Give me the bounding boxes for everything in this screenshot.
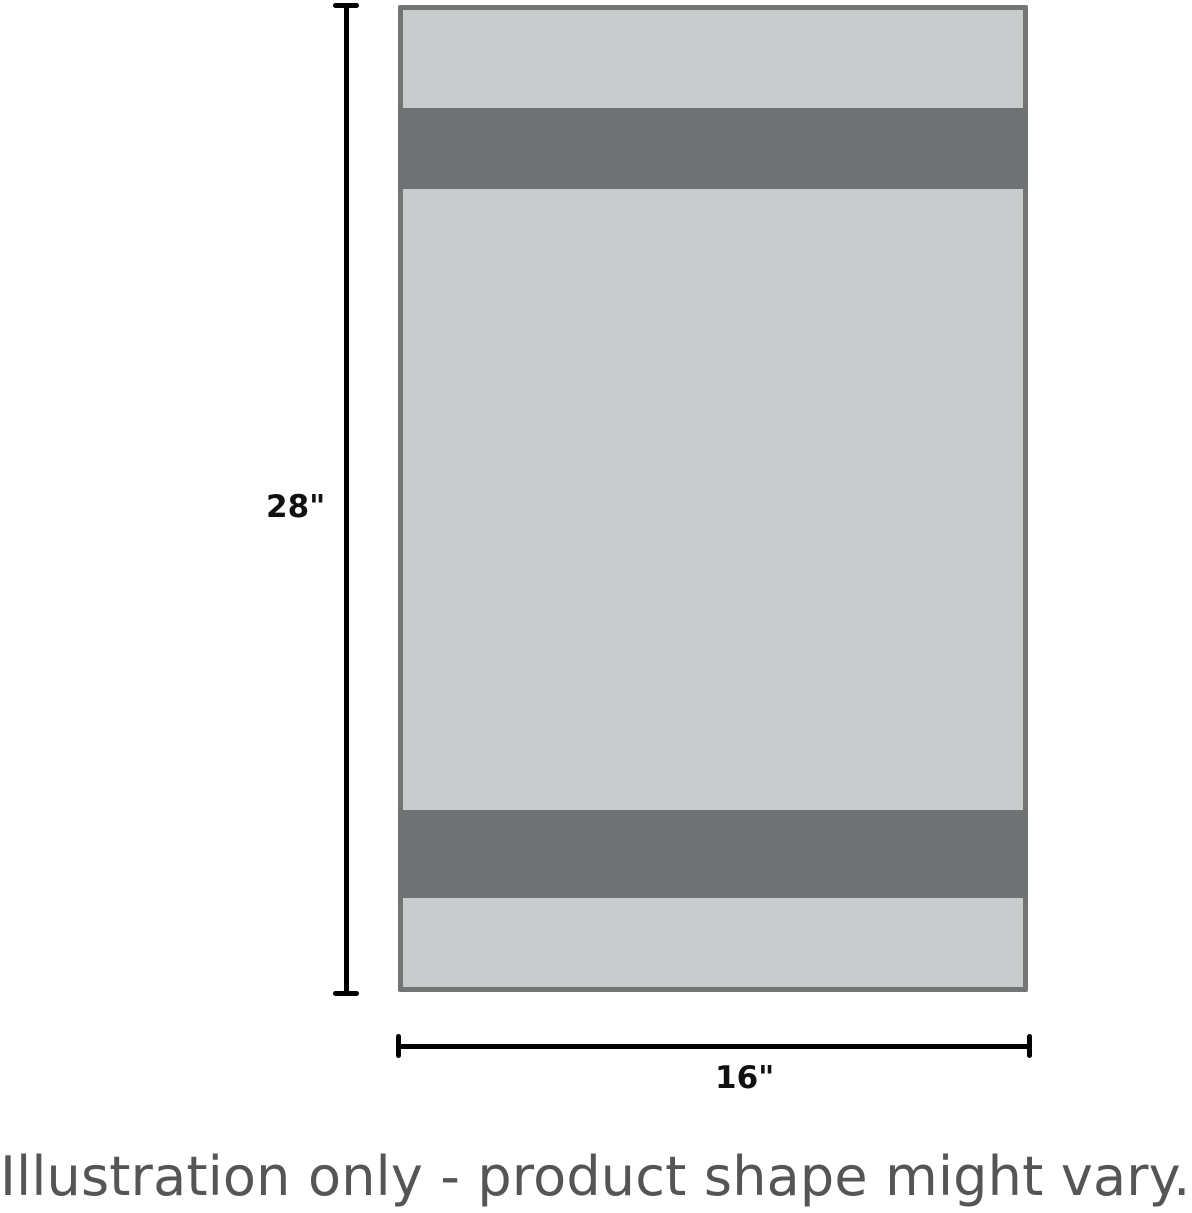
height-dimension-cap-bottom <box>333 991 359 996</box>
top-stripe <box>398 108 1028 189</box>
caption: Illustration only - product shape might … <box>0 1145 1191 1208</box>
height-dimension-line <box>344 5 349 993</box>
height-label: 28" <box>266 489 326 525</box>
width-dimension-line <box>398 1044 1030 1049</box>
towel-illustration <box>398 5 1028 992</box>
width-dimension-cap-left <box>396 1034 401 1058</box>
width-dimension-cap-right <box>1027 1034 1032 1058</box>
width-label: 16" <box>715 1060 775 1096</box>
height-dimension-cap-top <box>333 3 359 8</box>
bottom-stripe <box>398 810 1028 898</box>
